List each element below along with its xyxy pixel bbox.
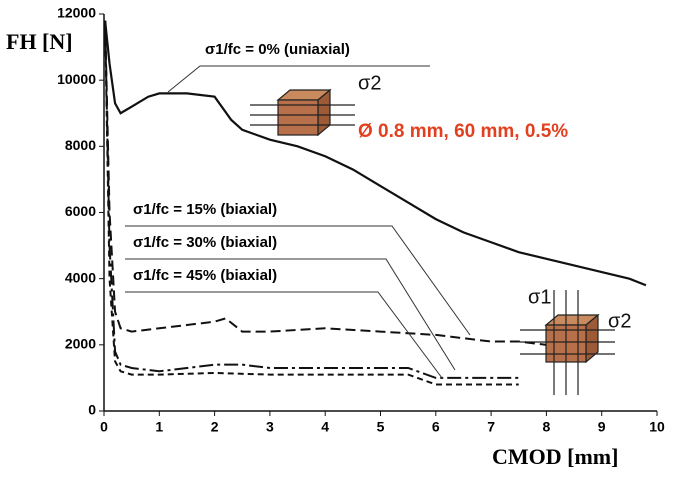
y-axis-label: FH [N] (6, 29, 73, 54)
leader-line (125, 291, 443, 379)
x-tick-label: 1 (155, 419, 163, 435)
uniaxial-cube-icon (250, 88, 355, 137)
series-label: σ1/fc = 0% (uniaxial) (205, 41, 350, 58)
x-tick-label: 0 (100, 419, 108, 435)
leader-line (167, 65, 430, 93)
y-tick-label: 12000 (57, 5, 96, 21)
data-line (104, 20, 519, 386)
data-line (104, 20, 647, 287)
x-tick-label: 9 (598, 419, 606, 435)
y-tick-label: 8000 (65, 137, 96, 153)
y-tick-label: 10000 (57, 71, 96, 87)
y-tick-label: 2000 (65, 336, 96, 352)
x-tick-label: 8 (543, 419, 551, 435)
annotation: σ2 (608, 310, 631, 332)
x-tick-label: 10 (649, 419, 665, 435)
data-line (104, 20, 547, 346)
y-tick-label: 0 (88, 402, 96, 418)
series-label: σ1/fc = 45% (biaxial) (133, 267, 277, 284)
leader-line (125, 258, 456, 371)
x-tick-label: 4 (321, 419, 329, 435)
x-tick-label: 6 (432, 419, 440, 435)
series-label: σ1/fc = 30% (biaxial) (133, 234, 277, 251)
x-tick-label: 2 (211, 419, 219, 435)
biaxial-cube-icon (520, 290, 615, 395)
leader-line (125, 225, 471, 336)
x-tick-label: 5 (377, 419, 385, 435)
y-tick-label: 6000 (65, 203, 96, 219)
annotation: σ1 (528, 286, 551, 308)
data-line (104, 20, 519, 379)
series-label: σ1/fc = 15% (biaxial) (133, 201, 277, 218)
annotation: Ø 0.8 mm, 60 mm, 0.5% (358, 121, 568, 142)
annotation: σ2 (358, 72, 381, 94)
y-tick-label: 4000 (65, 269, 96, 285)
x-axis-label: CMOD [mm] (492, 444, 618, 469)
x-tick-label: 3 (266, 419, 274, 435)
x-tick-label: 7 (487, 419, 495, 435)
